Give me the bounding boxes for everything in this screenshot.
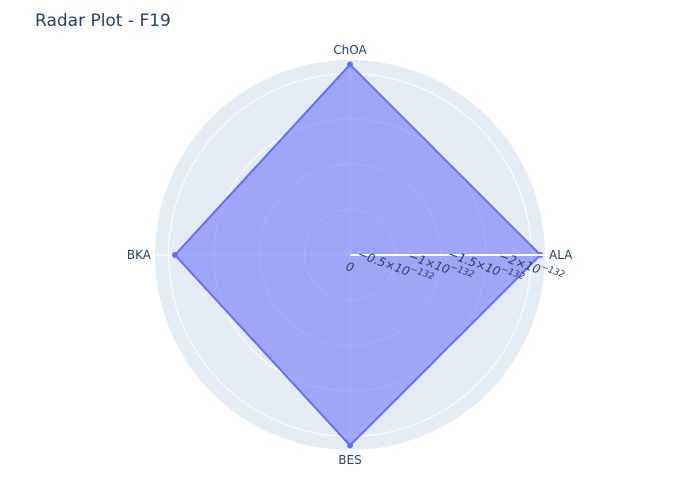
angular-labels: ALA ChOA BKA BES <box>127 43 573 467</box>
category-label-ala: ALA <box>549 248 573 262</box>
data-point-choa[interactable] <box>347 61 353 68</box>
category-label-bka: BKA <box>127 248 152 262</box>
category-label-bes: BES <box>338 453 361 467</box>
category-label-choa: ChOA <box>333 43 367 57</box>
chart-title: Radar Plot - F19 <box>35 11 171 31</box>
data-point-bka[interactable] <box>171 252 178 258</box>
data-point-bes[interactable] <box>347 442 353 449</box>
